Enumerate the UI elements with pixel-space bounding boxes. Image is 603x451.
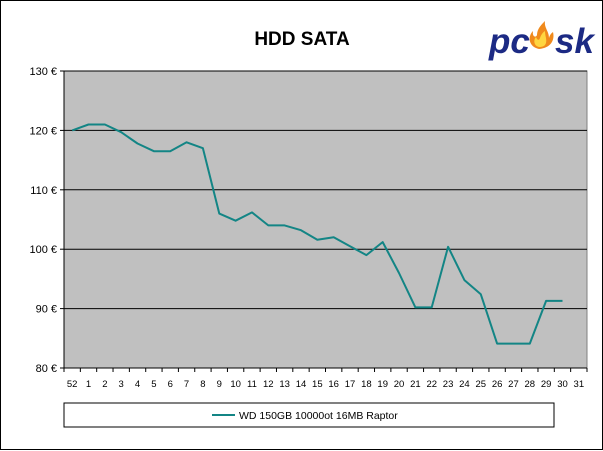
x-tick-label: 20 bbox=[394, 379, 405, 390]
y-tick-label: 100 € bbox=[29, 244, 57, 256]
x-tick-label: 6 bbox=[168, 379, 173, 390]
x-tick-label: 4 bbox=[135, 379, 140, 390]
x-tick-label: 1 bbox=[86, 379, 91, 390]
x-tick-label: 17 bbox=[345, 379, 356, 390]
x-tick-label: 18 bbox=[361, 379, 372, 390]
x-tick-label: 8 bbox=[200, 379, 205, 390]
flame-icon bbox=[529, 21, 554, 49]
y-tick-label: 80 € bbox=[36, 363, 57, 375]
x-tick-label: 27 bbox=[508, 379, 519, 390]
x-tick-label: 16 bbox=[328, 379, 339, 390]
legend: WD 150GB 10000ot 16MB Raptor bbox=[63, 402, 555, 428]
legend-label: WD 150GB 10000ot 16MB Raptor bbox=[239, 410, 398, 422]
y-tick-label: 90 € bbox=[36, 304, 57, 316]
gridlines bbox=[64, 70, 587, 310]
x-tick-label: 30 bbox=[557, 379, 568, 390]
x-tick-label: 10 bbox=[230, 379, 241, 390]
x-tick-label: 9 bbox=[217, 379, 222, 390]
series-line bbox=[71, 123, 563, 345]
x-tick-label: 23 bbox=[443, 379, 454, 390]
x-tick-label: 5 bbox=[151, 379, 156, 390]
x-tick-label: 19 bbox=[377, 379, 388, 390]
x-tick-label: 3 bbox=[119, 379, 124, 390]
x-tick-label: 21 bbox=[410, 379, 421, 390]
pcsk-logo: pc sk bbox=[488, 21, 595, 61]
x-tick-label: 14 bbox=[296, 379, 307, 390]
y-tick-label: 110 € bbox=[30, 185, 57, 197]
x-tick-label: 15 bbox=[312, 379, 323, 390]
x-tick-label: 52 bbox=[67, 379, 78, 390]
logo-text-prefix: pc bbox=[488, 22, 530, 61]
x-tick-label: 12 bbox=[263, 379, 274, 390]
chart-title: HDD SATA bbox=[254, 29, 350, 50]
plot-area bbox=[63, 70, 588, 369]
x-tick-label: 11 bbox=[247, 379, 257, 390]
x-tick-label: 28 bbox=[525, 379, 536, 390]
x-tick-label: 31 bbox=[574, 379, 585, 390]
x-tick-label: 13 bbox=[279, 379, 290, 390]
series-layer bbox=[71, 123, 563, 345]
x-axis-ticks: 52 1 2 3 4 5 6 7 8 9 10 11 12 13 14 15 16 17 18 19 20 21 22 23 2… bbox=[63, 368, 588, 390]
x-tick-label: 25 bbox=[475, 379, 486, 390]
x-tick-label: 7 bbox=[184, 379, 189, 390]
logo-text-suffix: sk bbox=[555, 22, 595, 61]
y-tick-label: 120 € bbox=[29, 125, 57, 137]
y-axis-ticks: 80 € 90 € 100 € 110 € 120 € 130 € bbox=[29, 66, 64, 375]
legend-box bbox=[63, 402, 555, 428]
x-tick-label: 24 bbox=[459, 379, 470, 390]
x-tick-label: 2 bbox=[102, 379, 107, 390]
x-tick-label: 22 bbox=[426, 379, 437, 390]
y-tick-label: 130 € bbox=[29, 66, 57, 78]
x-tick-label: 29 bbox=[541, 379, 552, 390]
x-tick-label: 26 bbox=[492, 379, 503, 390]
